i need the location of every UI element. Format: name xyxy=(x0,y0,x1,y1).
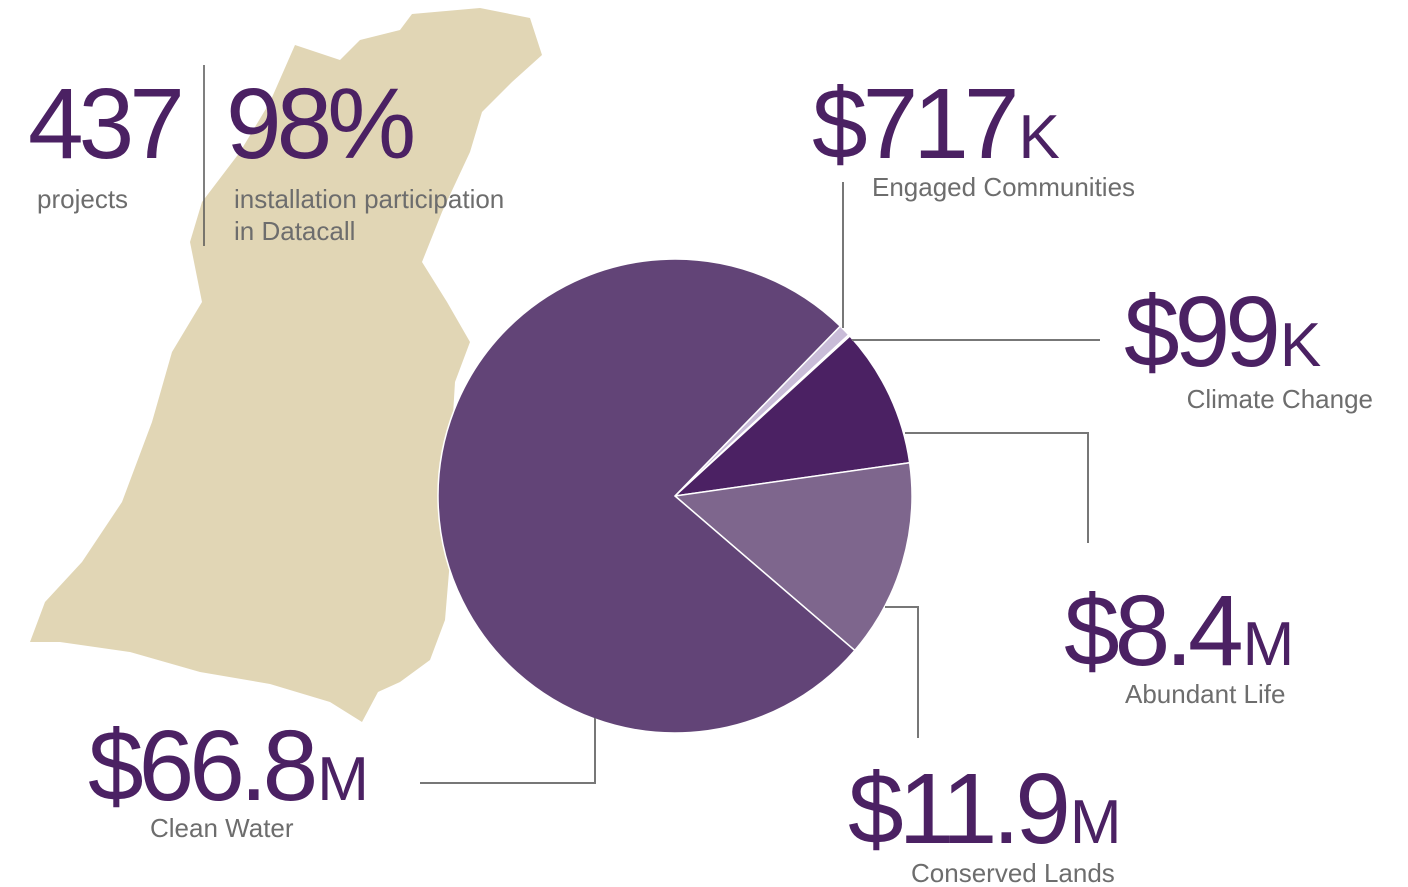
pie-slice xyxy=(673,461,913,652)
leader-line xyxy=(905,432,1089,543)
value-label: $66.8M xyxy=(88,710,364,822)
category-label: Engaged Communities xyxy=(872,172,1135,202)
leader-line xyxy=(420,718,596,784)
map-shape xyxy=(30,8,542,722)
stat-value: 98% xyxy=(226,68,413,180)
category-label: Clean Water xyxy=(150,813,294,843)
value-label: $8.4M xyxy=(1064,575,1290,687)
stat-label: projects xyxy=(37,184,128,214)
value-label: $11.9M xyxy=(848,753,1117,865)
category-label: Climate Change xyxy=(1187,384,1373,414)
stat-label: in Datacall xyxy=(234,216,355,246)
category-label: Abundant Life xyxy=(1125,679,1285,709)
pie-slice xyxy=(437,258,856,734)
leader-line xyxy=(885,606,919,738)
stat-value: 437 xyxy=(28,68,180,180)
pie-slice xyxy=(672,334,911,498)
value-label: $99K xyxy=(1124,276,1321,388)
stat-label: installation participation xyxy=(234,184,504,214)
value-label: $717K xyxy=(812,68,1059,180)
category-label: Conserved Lands xyxy=(911,858,1115,887)
